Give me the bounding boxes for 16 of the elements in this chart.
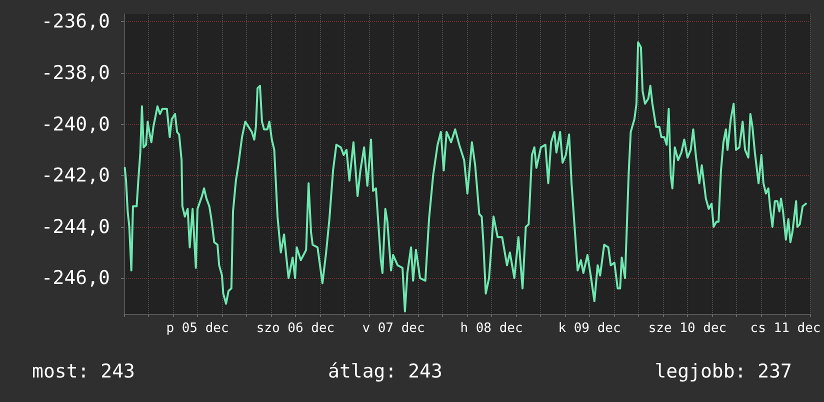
y-tick-label: -246,0 bbox=[41, 267, 110, 290]
y-tick-label: -244,0 bbox=[41, 216, 110, 238]
y-tick-label: -240,0 bbox=[41, 113, 110, 136]
x-tick-label: v 07 dec bbox=[362, 321, 425, 336]
x-tick-label: h 08 dec bbox=[460, 321, 523, 336]
x-tick-label: p 05 dec bbox=[166, 321, 229, 336]
text: most: 243 bbox=[32, 360, 135, 382]
y-tick-label: -242,0 bbox=[41, 164, 110, 187]
y-tick-label: -238,0 bbox=[41, 62, 110, 84]
y-tick-label: -236,0 bbox=[41, 10, 110, 33]
x-tick-label: sze 10 dec bbox=[648, 321, 727, 336]
text: átlag: 243 bbox=[328, 360, 442, 382]
x-tick-label: k 09 dec bbox=[558, 321, 621, 336]
text: legjobb: 237 bbox=[654, 360, 792, 382]
x-tick-label: cs 11 dec bbox=[750, 321, 821, 336]
x-tick-label: szo 06 dec bbox=[256, 321, 335, 336]
